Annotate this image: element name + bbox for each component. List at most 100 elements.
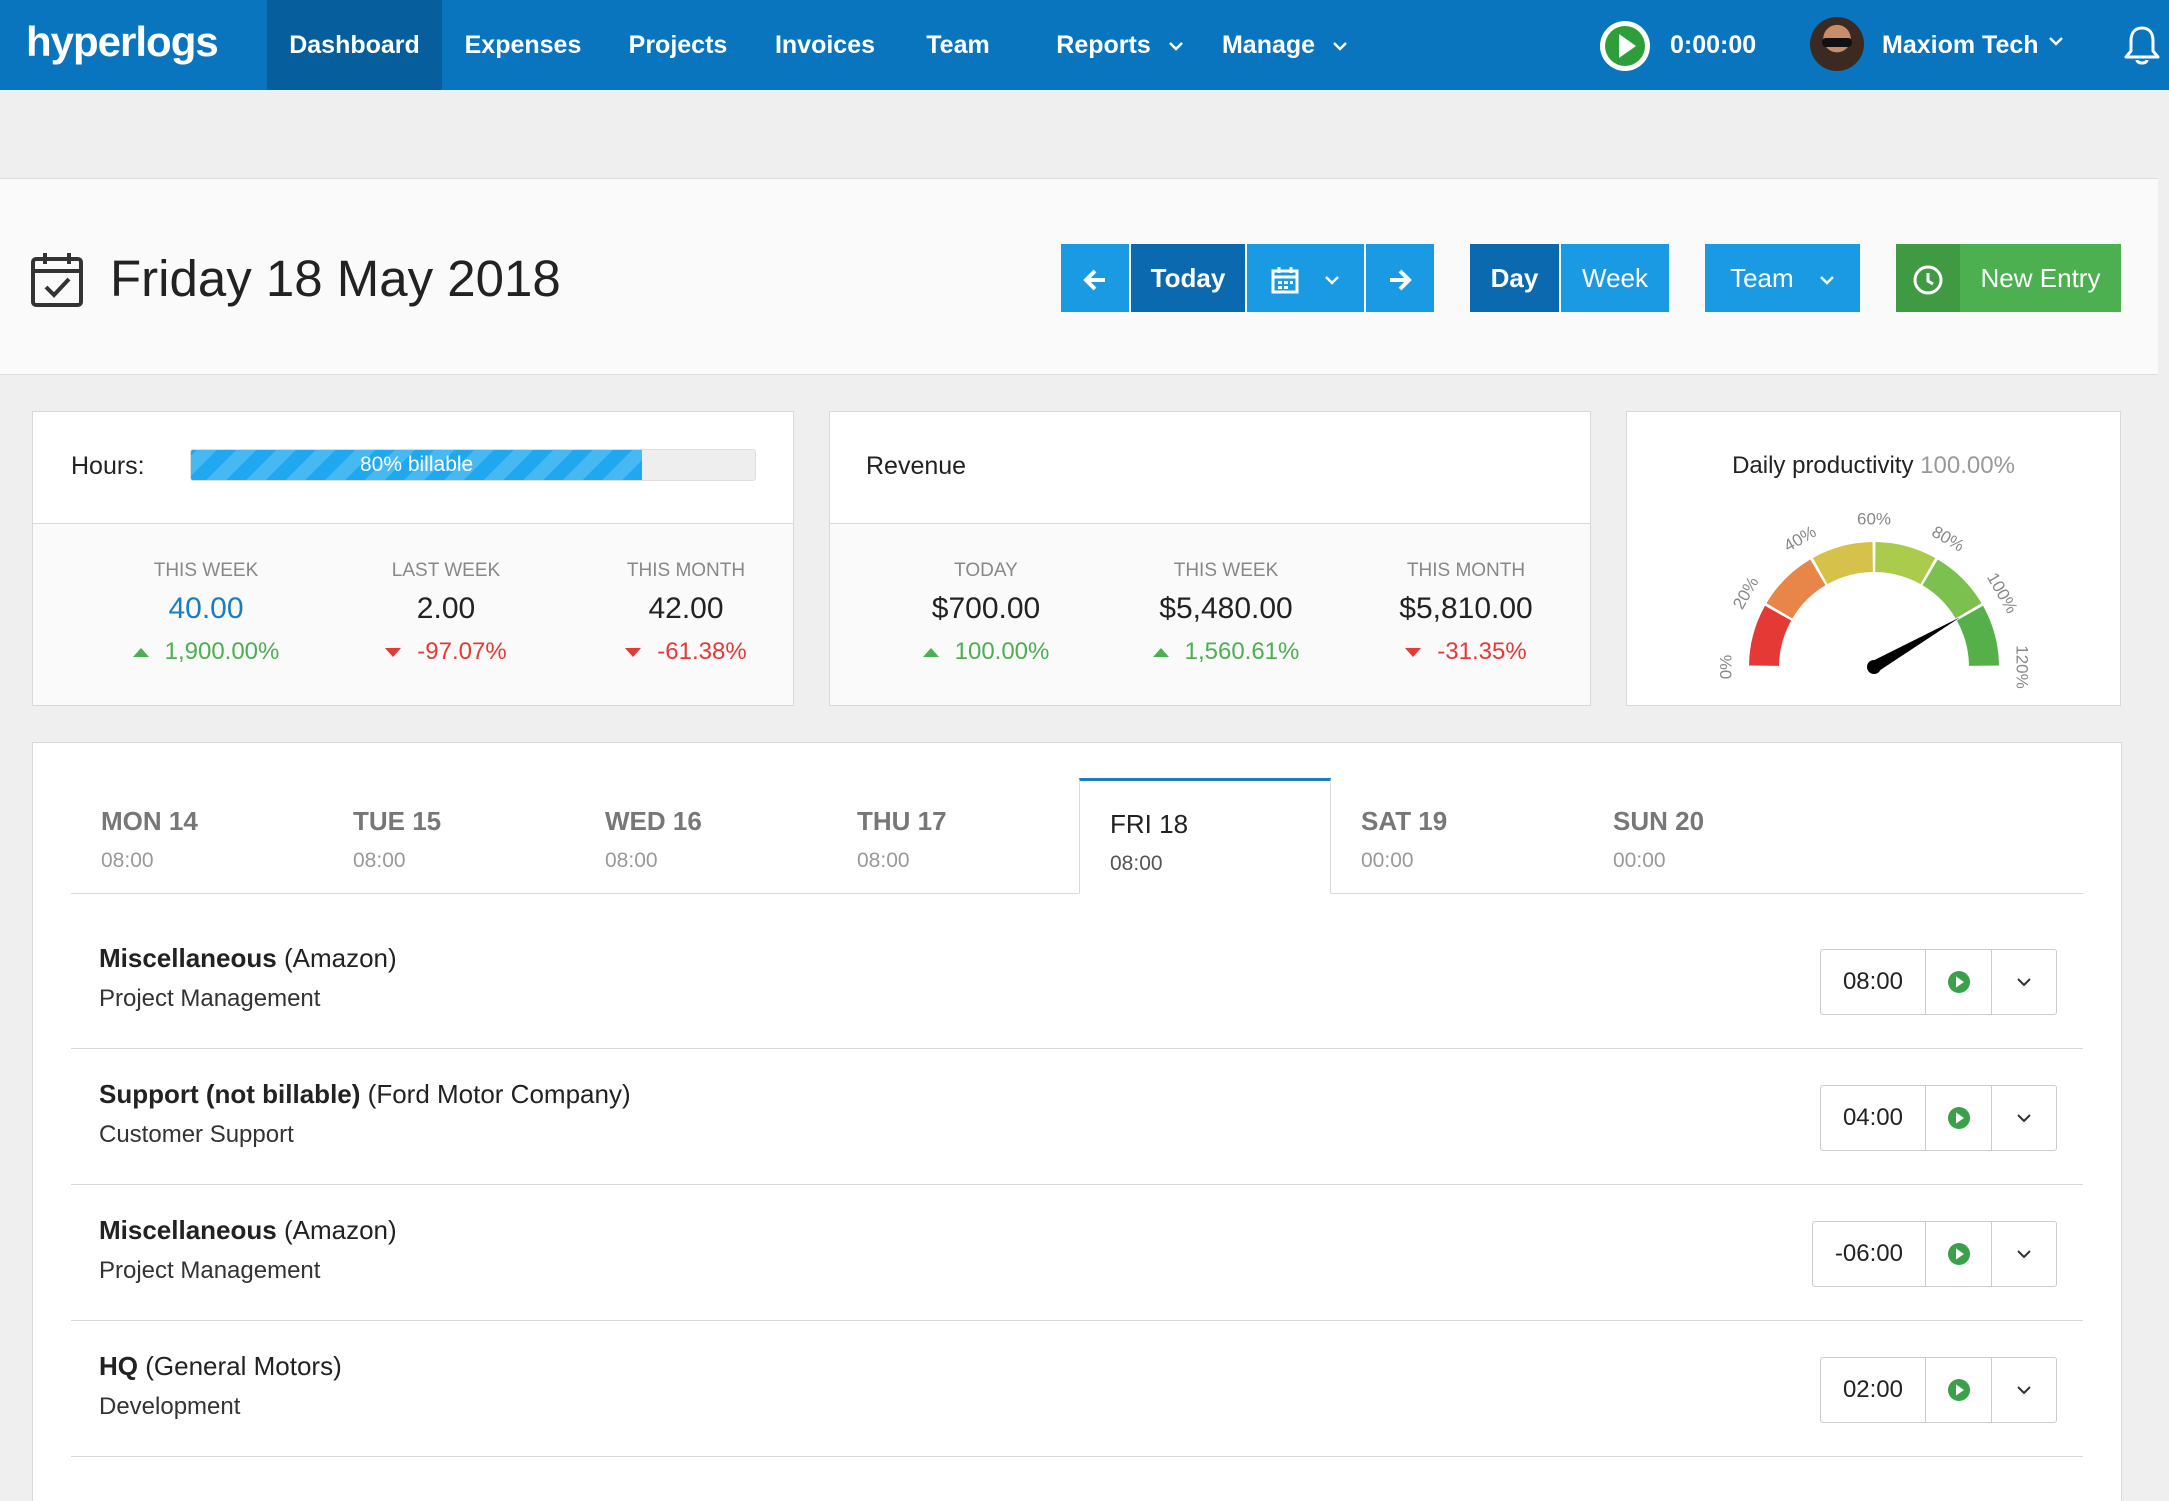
entry-start-button[interactable] (1926, 1222, 1992, 1286)
gauge-segment (1875, 542, 1936, 585)
entry-title: Support (not billable) (Ford Motor Compa… (99, 1079, 631, 1110)
day-tab-hours: 08:00 (605, 849, 658, 872)
play-circle-icon (1947, 971, 1970, 993)
nav-dashboard[interactable]: Dashboard (267, 0, 442, 90)
billable-progress-bar: 80% billable (190, 449, 756, 481)
productivity-title: Daily productivity 100.00% (1627, 452, 2120, 480)
nav-reports[interactable]: Reports (1030, 0, 1210, 90)
hours-last-week: LAST WEEK 2.00 -97.07% (331, 560, 561, 666)
day-tab-name: TUE 15 (353, 806, 442, 836)
today-button[interactable]: Today (1131, 244, 1245, 312)
entry-menu-button[interactable] (1992, 1358, 2056, 1422)
tab-day-sun[interactable]: SUN 20 00:00 (1583, 778, 1835, 894)
entry-time[interactable]: 02:00 (1821, 1358, 1926, 1422)
nav-invoices[interactable]: Invoices (774, 31, 876, 59)
stat-value: $5,810.00 (1399, 592, 1533, 625)
entry-menu-button[interactable] (1992, 1086, 2056, 1150)
time-entry-row[interactable]: Miscellaneous (Amazon) Project Managemen… (71, 913, 2083, 1049)
date-picker-button[interactable] (1247, 244, 1364, 312)
revenue-this-month: THIS MONTH $5,810.00 -31.35% (1351, 560, 1581, 666)
stat-value: 2.00 (416, 592, 476, 625)
entry-project: HQ (99, 1351, 138, 1381)
entry-menu-button[interactable] (1992, 1222, 2056, 1286)
gauge-tick-label: 60% (1857, 509, 1891, 528)
stat-change: 1,560.61% (1111, 638, 1341, 666)
productivity-card: Daily productivity 100.00% 0% 20% 40% 60% 80… (1626, 411, 2121, 706)
nav-team[interactable]: Team (926, 31, 990, 59)
gauge-tick-label: 120% (2013, 645, 2032, 688)
trend-down-icon (385, 648, 402, 658)
tab-day-wed[interactable]: WED 16 08:00 (575, 778, 827, 894)
page-title: Friday 18 May 2018 (110, 250, 561, 307)
time-entry-row[interactable]: HQ (General Motors) Development 02:00 (71, 1321, 2083, 1457)
user-name[interactable]: Maxiom Tech (1882, 31, 2039, 59)
team-filter-button[interactable]: Team (1705, 244, 1860, 312)
tab-day-mon[interactable]: MON 14 08:00 (71, 778, 323, 894)
timesheet-panel: MON 14 08:00 TUE 15 08:00 WED 16 08:00 T… (32, 742, 2122, 1501)
arrow-right-icon (1390, 269, 1412, 291)
tab-day-thu[interactable]: THU 17 08:00 (827, 778, 1079, 894)
gauge-tick-label: 80% (1929, 522, 1968, 555)
entry-start-button[interactable] (1926, 1358, 1992, 1422)
entry-client: (General Motors) (145, 1351, 342, 1381)
gauge-tick-label: 100% (1983, 569, 2021, 616)
stat-value: $700.00 (931, 592, 1041, 625)
entry-start-button[interactable] (1926, 1086, 1992, 1150)
nav-projects[interactable]: Projects (628, 31, 728, 59)
revenue-title: Revenue (866, 452, 967, 480)
trend-down-icon (1405, 648, 1422, 658)
entry-start-button[interactable] (1926, 950, 1992, 1014)
stat-label: THIS WEEK (153, 560, 259, 581)
avatar[interactable] (1810, 17, 1864, 71)
entry-task: Project Management (99, 1257, 321, 1284)
trend-up-icon (922, 648, 939, 658)
stat-change-value: 1,900.00% (164, 638, 280, 665)
entry-client: (Amazon) (283, 943, 397, 973)
nav-manage[interactable]: Manage (1210, 0, 1360, 90)
tab-day-fri[interactable]: FRI 18 08:00 (1079, 778, 1331, 894)
entry-project: Miscellaneous (99, 943, 277, 973)
brand-logo[interactable]: hyperlogs (26, 18, 219, 65)
stat-change: 1,900.00% (91, 638, 321, 666)
time-entry-row[interactable]: Miscellaneous (Amazon) Project Managemen… (71, 1185, 2083, 1321)
entry-menu-button[interactable] (1992, 950, 2056, 1014)
gauge-segment (1956, 605, 1999, 666)
new-entry-clock-button[interactable] (1896, 244, 1960, 312)
chevron-down-icon[interactable] (2048, 36, 2064, 46)
new-entry-button[interactable]: New Entry (1960, 244, 2121, 312)
time-entry-row[interactable]: Support (not billable) (Ford Motor Compa… (71, 1049, 2083, 1185)
stat-change-value: -97.07% (417, 638, 507, 665)
gauge-tick-label: 20% (1729, 574, 1762, 613)
stat-change: -31.35% (1351, 638, 1581, 666)
day-tab-hours: 00:00 (1361, 849, 1414, 872)
trend-up-icon (1152, 648, 1169, 658)
nav-expenses[interactable]: Expenses (464, 31, 582, 59)
week-view-button[interactable]: Week (1561, 244, 1669, 312)
tab-day-sat[interactable]: SAT 19 00:00 (1331, 778, 1583, 894)
day-tab-name: FRI 18 (1110, 809, 1189, 839)
hours-card: Hours: 80% billable THIS WEEK 40.00 1,90… (32, 411, 794, 706)
previous-day-button[interactable] (1061, 244, 1129, 312)
timer-play-icon[interactable] (1598, 19, 1652, 73)
productivity-gauge: 0% 20% 40% 60% 80% 100% 120% (1716, 509, 2032, 688)
hours-this-month: THIS MONTH 42.00 -61.38% (571, 560, 801, 666)
stat-label: THIS MONTH (1406, 560, 1526, 581)
next-day-button[interactable] (1366, 244, 1434, 312)
top-navbar: hyperlogs Dashboard Expenses Projects In… (0, 0, 2169, 90)
entry-time[interactable]: 08:00 (1821, 950, 1926, 1014)
play-circle-icon (1947, 1107, 1970, 1129)
entry-time[interactable]: -06:00 (1813, 1222, 1926, 1286)
day-tab-hours: 08:00 (857, 849, 910, 872)
play-circle-icon (1947, 1243, 1970, 1265)
notification-bell-icon[interactable] (2122, 24, 2162, 66)
entry-controls: -06:00 (1811, 1221, 2057, 1287)
chevron-down-icon (1820, 276, 1834, 285)
stat-label: THIS MONTH (626, 560, 746, 581)
hours-this-week: THIS WEEK 40.00 1,900.00% (91, 560, 321, 666)
day-view-button[interactable]: Day (1470, 244, 1559, 312)
stat-change: 100.00% (871, 638, 1101, 666)
day-tab-name: MON 14 (101, 806, 198, 836)
tab-day-tue[interactable]: TUE 15 08:00 (323, 778, 575, 894)
entry-time[interactable]: 04:00 (1821, 1086, 1926, 1150)
entry-task: Customer Support (99, 1121, 294, 1148)
